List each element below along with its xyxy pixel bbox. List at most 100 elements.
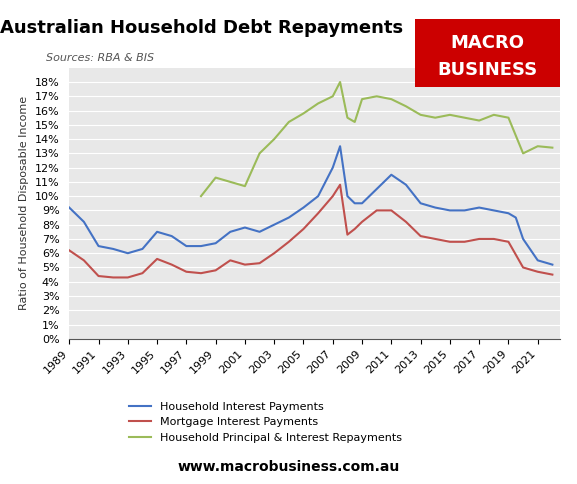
Line: Mortgage Interest Payments: Mortgage Interest Payments [69, 185, 552, 277]
Household Interest Payments [534, 257, 541, 263]
Household Interest Payments [336, 143, 343, 149]
Mortgage Interest Payments [124, 274, 131, 280]
Household Principal & Interest Repayments [505, 115, 512, 121]
Mortgage Interest Payments [447, 239, 454, 245]
Mortgage Interest Payments [227, 257, 234, 263]
Mortgage Interest Payments [534, 269, 541, 274]
Y-axis label: Ratio of Household Disposable Income: Ratio of Household Disposable Income [19, 96, 29, 310]
Household Interest Payments [271, 222, 278, 227]
Household Principal & Interest Repayments [475, 118, 482, 123]
Household Interest Payments [344, 193, 351, 199]
Household Interest Payments [461, 208, 468, 213]
Household Principal & Interest Repayments [490, 112, 497, 118]
Household Interest Payments [227, 229, 234, 235]
Household Principal & Interest Repayments [256, 151, 263, 156]
Household Principal & Interest Repayments [300, 110, 307, 116]
Household Principal & Interest Repayments [388, 96, 395, 102]
Household Principal & Interest Repayments [447, 112, 454, 118]
Household Interest Payments [351, 200, 358, 206]
Household Principal & Interest Repayments [461, 115, 468, 121]
Household Interest Payments [66, 205, 73, 211]
Mortgage Interest Payments [256, 260, 263, 266]
Household Interest Payments [329, 165, 336, 170]
Household Principal & Interest Repayments [351, 119, 358, 125]
Household Interest Payments [80, 219, 87, 225]
Mortgage Interest Payments [212, 268, 219, 273]
Mortgage Interest Payments [286, 239, 293, 245]
Household Interest Payments [417, 200, 424, 206]
Household Interest Payments [505, 211, 512, 216]
Household Interest Payments [110, 246, 117, 252]
Text: BUSINESS: BUSINESS [437, 61, 538, 79]
Mortgage Interest Payments [336, 182, 343, 188]
Household Principal & Interest Repayments [227, 179, 234, 185]
Household Interest Payments [520, 236, 527, 242]
Line: Household Interest Payments: Household Interest Payments [69, 146, 552, 265]
Mortgage Interest Payments [153, 256, 160, 262]
Household Interest Payments [256, 229, 263, 235]
Mortgage Interest Payments [351, 226, 358, 232]
Mortgage Interest Payments [241, 262, 248, 268]
Text: www.macrobusiness.com.au: www.macrobusiness.com.au [177, 460, 400, 474]
Household Interest Payments [358, 200, 365, 206]
Mortgage Interest Payments [403, 219, 410, 225]
Household Principal & Interest Repayments [417, 112, 424, 118]
Mortgage Interest Payments [110, 274, 117, 280]
Mortgage Interest Payments [373, 208, 380, 213]
Household Principal & Interest Repayments [549, 145, 556, 151]
Household Interest Payments [95, 243, 102, 249]
Mortgage Interest Payments [66, 247, 73, 253]
Mortgage Interest Payments [358, 219, 365, 225]
Household Interest Payments [447, 208, 454, 213]
Legend: Household Interest Payments, Mortgage Interest Payments, Household Principal & I: Household Interest Payments, Mortgage In… [125, 397, 406, 447]
Household Interest Payments [475, 205, 482, 211]
Household Interest Payments [373, 186, 380, 192]
Household Principal & Interest Repayments [241, 183, 248, 189]
Household Principal & Interest Repayments [212, 175, 219, 181]
Household Interest Payments [241, 225, 248, 230]
Household Interest Payments [212, 241, 219, 246]
Text: Sources: RBA & BIS: Sources: RBA & BIS [46, 53, 154, 63]
Household Interest Payments [168, 233, 175, 239]
Mortgage Interest Payments [549, 272, 556, 277]
Household Principal & Interest Repayments [344, 115, 351, 121]
Mortgage Interest Payments [344, 232, 351, 238]
Mortgage Interest Payments [168, 262, 175, 268]
Household Interest Payments [183, 243, 190, 249]
Household Principal & Interest Repayments [329, 93, 336, 99]
Household Principal & Interest Repayments [432, 115, 439, 121]
Household Principal & Interest Repayments [271, 136, 278, 142]
Household Principal & Interest Repayments [286, 119, 293, 125]
Household Interest Payments [124, 250, 131, 256]
Mortgage Interest Payments [183, 269, 190, 274]
Mortgage Interest Payments [329, 193, 336, 199]
Line: Household Principal & Interest Repayments: Household Principal & Interest Repayment… [201, 82, 552, 196]
Mortgage Interest Payments [388, 208, 395, 213]
Mortgage Interest Payments [490, 236, 497, 242]
Mortgage Interest Payments [300, 226, 307, 232]
Text: MACRO: MACRO [451, 34, 524, 52]
Household Interest Payments [139, 246, 146, 252]
Mortgage Interest Payments [461, 239, 468, 245]
Household Principal & Interest Repayments [314, 101, 321, 106]
Household Principal & Interest Repayments [373, 93, 380, 99]
Text: Australian Household Debt Repayments: Australian Household Debt Repayments [1, 19, 403, 37]
Mortgage Interest Payments [197, 270, 204, 276]
Household Interest Payments [549, 262, 556, 268]
Mortgage Interest Payments [271, 250, 278, 256]
Household Principal & Interest Repayments [520, 151, 527, 156]
Mortgage Interest Payments [432, 236, 439, 242]
Mortgage Interest Payments [520, 265, 527, 271]
Household Interest Payments [403, 182, 410, 188]
Household Principal & Interest Repayments [403, 104, 410, 109]
Household Interest Payments [197, 243, 204, 249]
Mortgage Interest Payments [95, 273, 102, 279]
Household Principal & Interest Repayments [336, 79, 343, 85]
Household Interest Payments [490, 208, 497, 213]
Household Interest Payments [300, 205, 307, 211]
Household Interest Payments [286, 214, 293, 220]
Mortgage Interest Payments [139, 270, 146, 276]
Household Interest Payments [432, 205, 439, 211]
Mortgage Interest Payments [417, 233, 424, 239]
Mortgage Interest Payments [314, 211, 321, 216]
